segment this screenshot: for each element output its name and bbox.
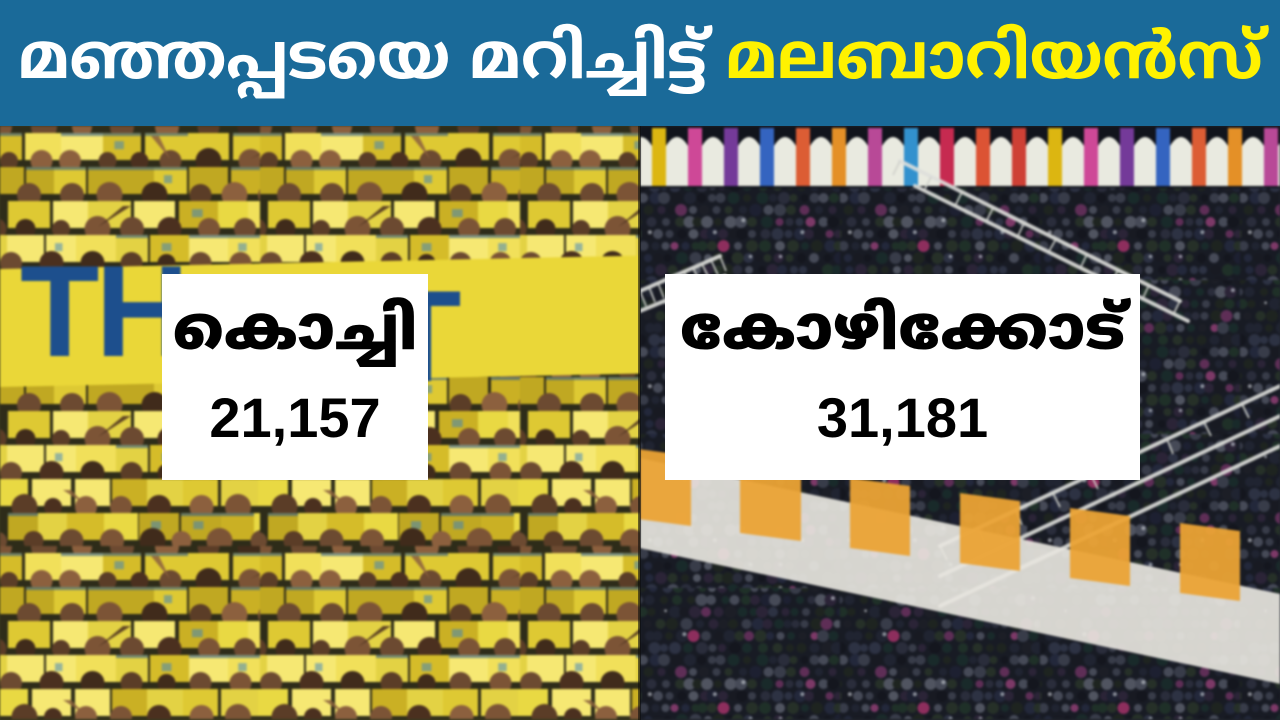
svg-text:TH: TH xyxy=(20,238,185,384)
